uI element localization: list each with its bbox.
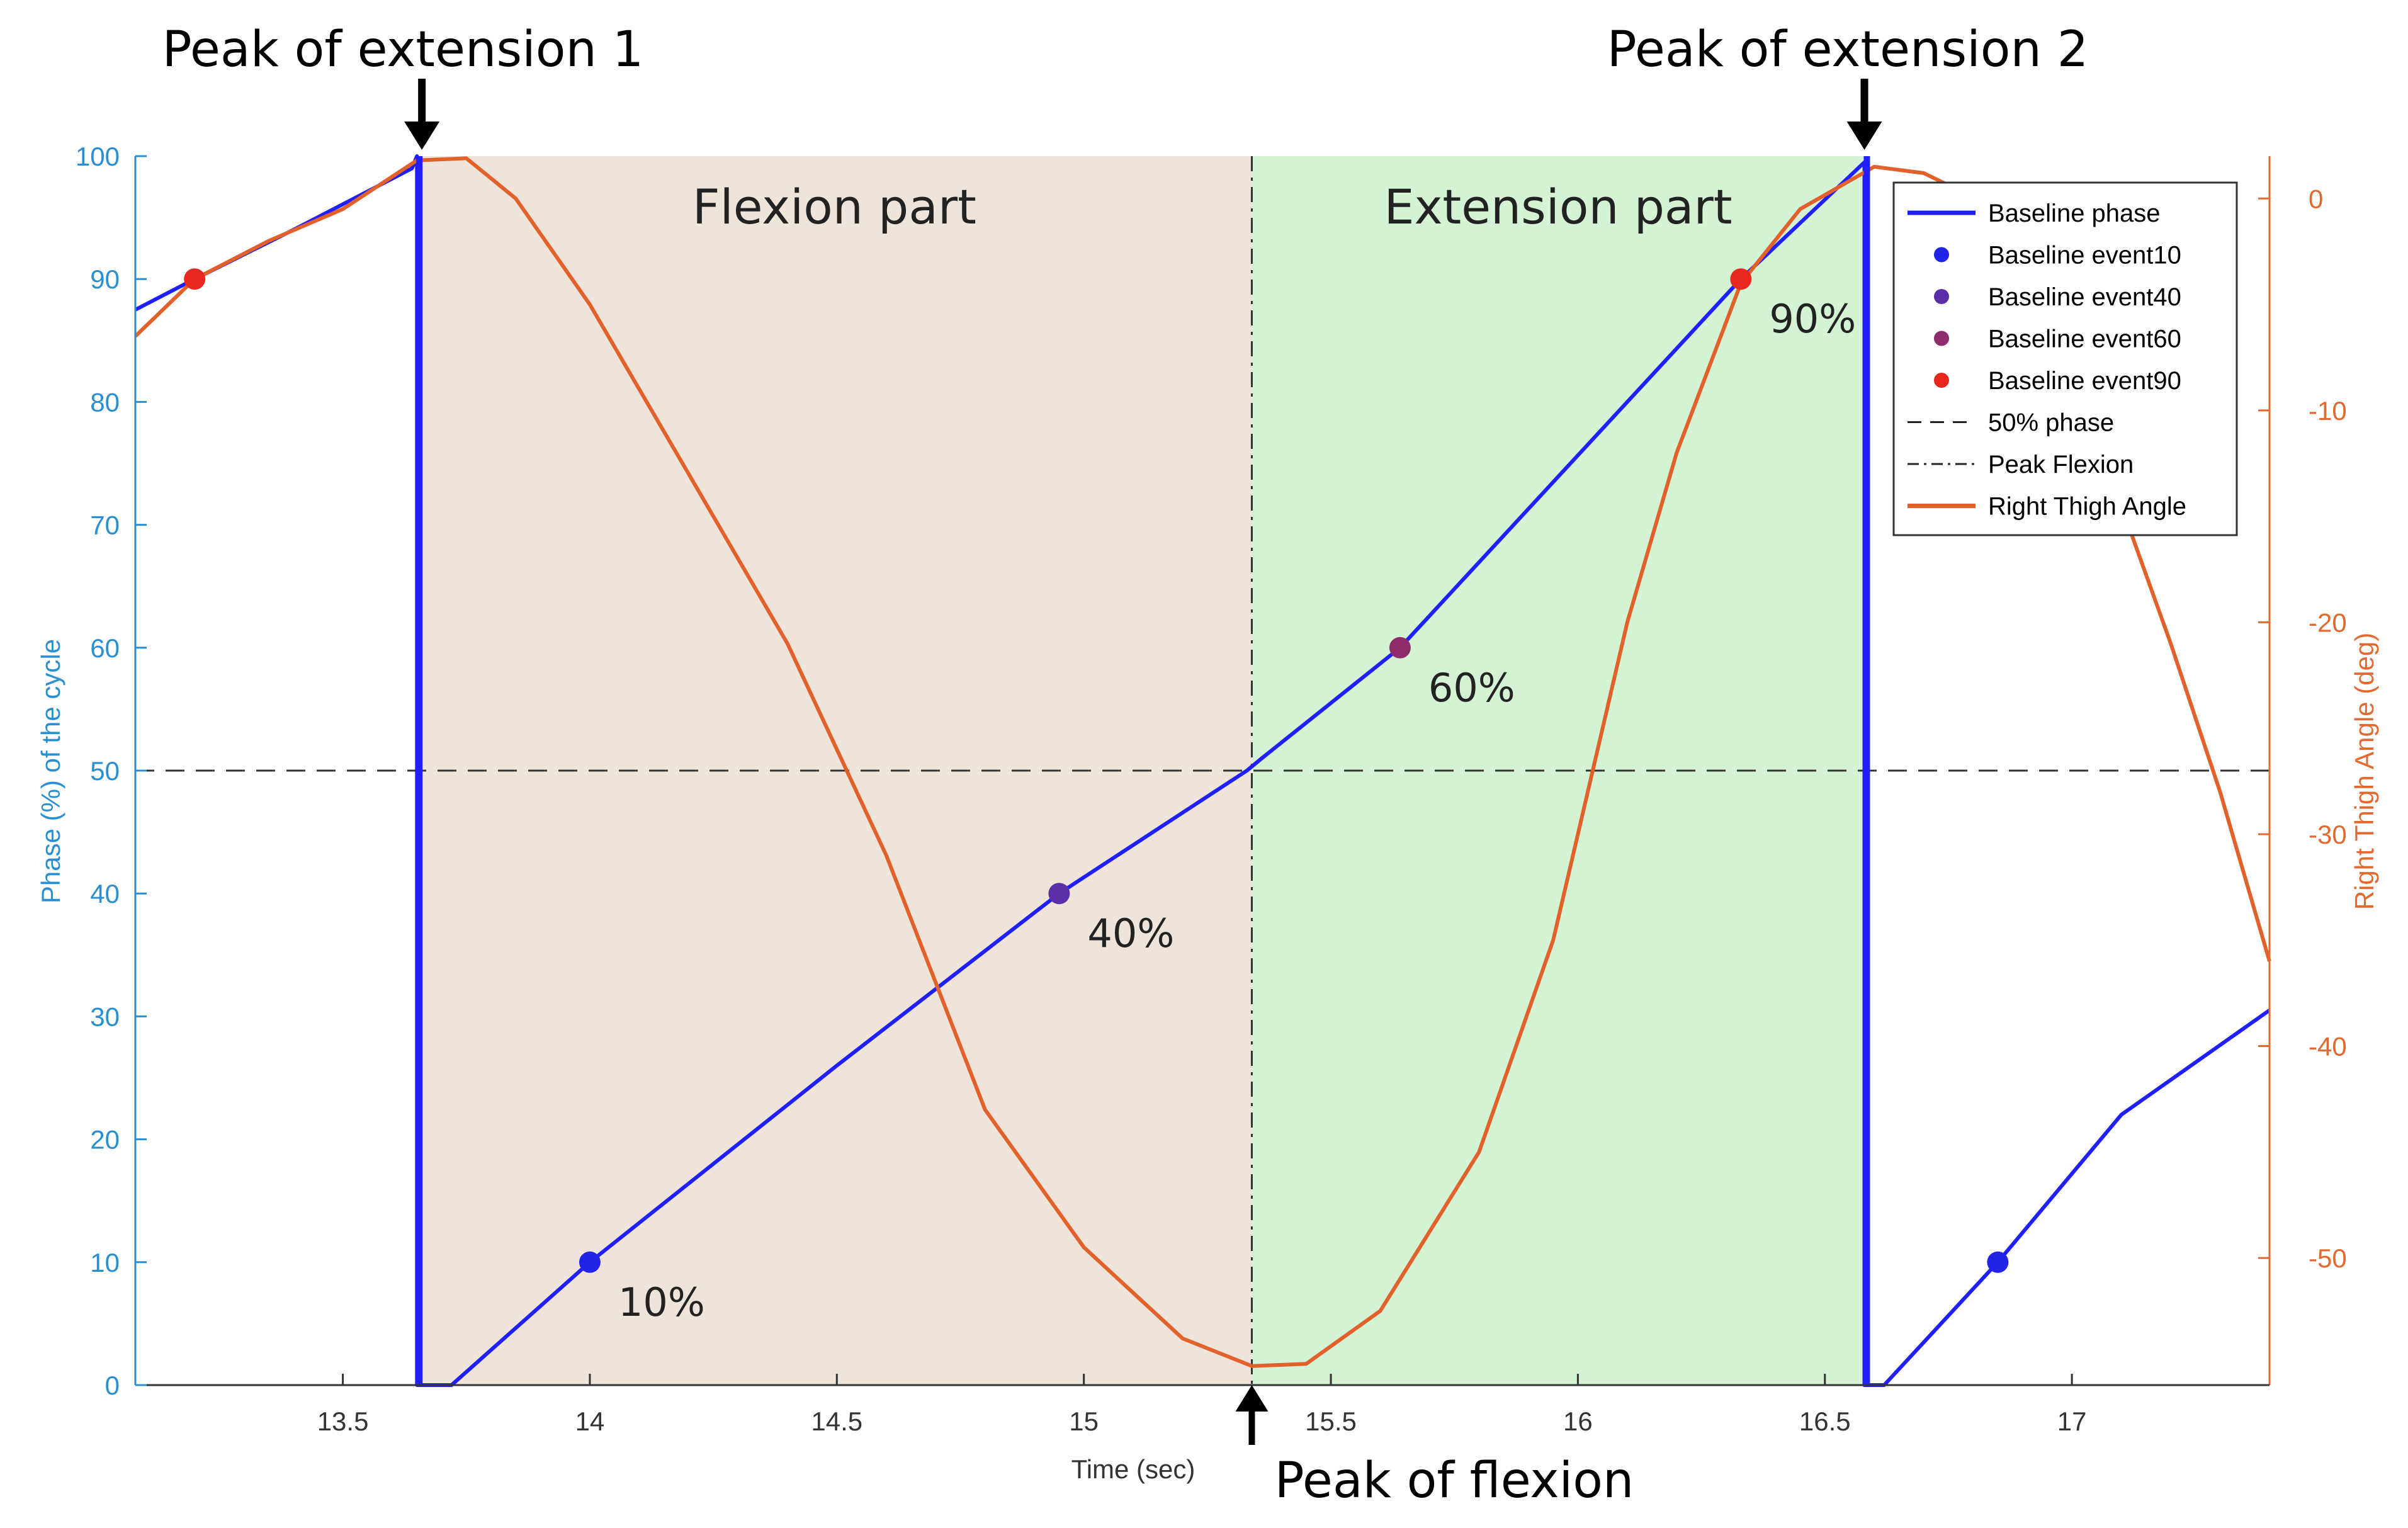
y-left-tick-label: 30 xyxy=(90,1002,120,1031)
legend-swatch-event xyxy=(1934,247,1949,263)
event-marker-baseline-event60 xyxy=(1389,637,1411,659)
event-label: 10% xyxy=(618,1279,705,1325)
y-right-tick-label: -40 xyxy=(2309,1032,2347,1061)
y-right-tick-label: -30 xyxy=(2309,820,2347,849)
event-marker-baseline-event90 xyxy=(184,268,206,290)
right-thigh-angle-line xyxy=(133,156,2271,1368)
y-left-tick-label: 20 xyxy=(90,1125,120,1155)
arrow-peak-extension-2-head xyxy=(1846,122,1882,150)
event-marker-baseline-event10 xyxy=(1987,1251,2009,1273)
y-left-axis-title: Phase (%) of the cycle xyxy=(36,639,65,903)
chart-text: Flexion part Extension part 10% 40% 60% 90% Pe… xyxy=(162,21,2089,1509)
legend-entry-label: Baseline event90 xyxy=(1988,367,2181,395)
event-label: 90% xyxy=(1769,296,1856,342)
y-right-tick-label: 0 xyxy=(2309,184,2323,213)
legend: Baseline phase Baseline event10 Baseline e… xyxy=(1892,181,2238,536)
arrow-peak-flexion-head xyxy=(1235,1385,1269,1412)
legend-swatch-event xyxy=(1934,331,1949,346)
legend-entry-label: Baseline event40 xyxy=(1988,283,2181,311)
y-right-tick-label: -10 xyxy=(2309,396,2347,426)
x-tick-label: 17 xyxy=(2057,1406,2087,1436)
y-left-tick-label: 0 xyxy=(105,1371,120,1400)
y-left-tick-label: 80 xyxy=(90,387,120,417)
y-left-tick-label: 70 xyxy=(90,511,120,540)
y-left-tick-label: 40 xyxy=(90,879,120,908)
annotation-peak-extension-2: Peak of extension 2 xyxy=(1607,21,2089,78)
region-label-extension: Extension part xyxy=(1384,179,1732,235)
y-right-tick-label: -50 xyxy=(2309,1243,2347,1273)
legend-entry-label: Baseline event10 xyxy=(1988,242,2181,269)
legend-entry-label: Peak Flexion xyxy=(1988,451,2134,478)
event-marker-baseline-event90 xyxy=(1730,268,1752,290)
legend-box xyxy=(1892,181,2238,536)
x-tick-label: 14 xyxy=(575,1406,605,1436)
x-axis-title: Time (sec) xyxy=(1071,1454,1196,1484)
y-left-tick-label: 90 xyxy=(90,264,120,294)
y-left-tick-label: 100 xyxy=(76,142,120,171)
x-tick-label: 13.5 xyxy=(317,1406,369,1436)
x-tick-label: 14.5 xyxy=(811,1406,862,1436)
event-marker-baseline-event10 xyxy=(579,1251,601,1273)
legend-entry-label: Baseline phase xyxy=(1988,200,2161,227)
x-tick-label: 16 xyxy=(1563,1406,1593,1436)
series-lines xyxy=(133,154,2271,1387)
y-right-tick-label: -20 xyxy=(2309,608,2347,637)
y-left-tick-label: 60 xyxy=(90,633,120,663)
y-left-tick-label: 50 xyxy=(90,756,120,786)
reference-lines xyxy=(135,156,2270,1385)
axes: 0 10 20 30 40 50 60 70 80 90 100 -50 -40 -30 -20 -10 0 13… xyxy=(36,142,2379,1484)
event-markers xyxy=(184,268,2009,1273)
legend-swatch-event xyxy=(1934,373,1949,388)
legend-swatch-event xyxy=(1934,289,1949,304)
event-label: 40% xyxy=(1087,910,1174,956)
x-tick-label: 15.5 xyxy=(1305,1406,1357,1436)
event-label: 60% xyxy=(1428,665,1515,711)
x-tick-label: 15 xyxy=(1069,1406,1099,1436)
y-right-axis-title: Right Thigh Angle (deg) xyxy=(2349,633,2379,910)
y-left-tick-label: 10 xyxy=(90,1248,120,1277)
event-marker-baseline-event40 xyxy=(1048,883,1070,905)
legend-entry-label: Right Thigh Angle xyxy=(1988,493,2186,521)
legend-entry-label: 50% phase xyxy=(1988,409,2114,437)
annotation-peak-extension-1: Peak of extension 1 xyxy=(162,21,644,78)
arrow-peak-extension-1-head xyxy=(404,122,440,150)
annotation-peak-flexion: Peak of flexion xyxy=(1275,1452,1634,1509)
region-label-flexion: Flexion part xyxy=(692,179,976,235)
x-tick-label: 16.5 xyxy=(1799,1406,1851,1436)
legend-entry-label: Baseline event60 xyxy=(1988,325,2181,353)
